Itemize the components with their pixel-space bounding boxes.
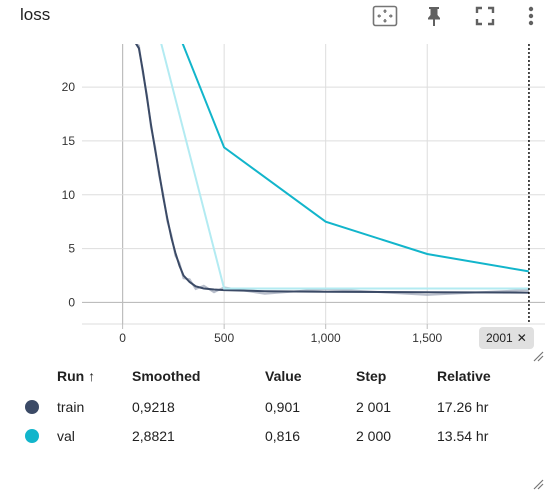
run-color-dot <box>25 429 39 443</box>
fit-domain-icon <box>372 5 398 27</box>
value: 0,901 <box>265 399 301 415</box>
run-color-dot <box>25 400 39 414</box>
series-train-line <box>135 44 530 294</box>
x-tick-label: 0 <box>119 331 126 345</box>
relative-time: 13.54 hr <box>437 428 489 444</box>
header-value[interactable]: Value <box>265 368 302 384</box>
y-tick-label: 5 <box>68 242 75 256</box>
series-layer <box>134 44 530 296</box>
hover-step-label: 2001 <box>486 331 513 345</box>
hover-step-badge[interactable]: 2001 ✕ <box>479 327 534 349</box>
table-row[interactable]: train 0,9218 0,901 2 001 17.26 hr <box>0 396 551 424</box>
chart-grid <box>82 44 545 325</box>
value: 0,816 <box>265 428 301 444</box>
step: 2 001 <box>356 399 392 415</box>
x-tick-label: 1,500 <box>412 331 442 345</box>
x-axis: 0 500 1,000 1,500 <box>119 324 443 345</box>
y-tick-label: 15 <box>62 134 76 148</box>
header-relative[interactable]: Relative <box>437 368 491 384</box>
close-icon[interactable]: ✕ <box>516 331 527 345</box>
x-tick-label: 1,000 <box>311 331 341 345</box>
card-header: loss <box>0 0 551 32</box>
series-val-line <box>181 44 529 273</box>
fullscreen-button[interactable] <box>471 2 499 30</box>
run-name: val <box>57 428 75 444</box>
relative-time: 17.26 hr <box>437 399 489 415</box>
header-smoothed[interactable]: Smoothed <box>132 368 201 384</box>
y-tick-label: 20 <box>62 80 76 94</box>
table-row[interactable]: val 2,8821 0,816 2 000 13.54 hr <box>0 425 551 453</box>
step: 2 000 <box>356 428 392 444</box>
card-resize-handle-icon[interactable] <box>532 478 544 490</box>
run-name: train <box>57 399 85 415</box>
y-tick-label: 10 <box>62 188 76 202</box>
smoothed-value: 2,8821 <box>132 428 175 444</box>
header-run[interactable]: Run ↑ <box>57 368 96 384</box>
loss-chart[interactable]: 0 500 1,000 1,500 0 5 10 15 20 <box>0 32 551 352</box>
smoothed-value: 0,9218 <box>132 399 175 415</box>
more-options-button[interactable] <box>517 2 545 30</box>
chart-resize-handle-icon[interactable] <box>532 350 544 362</box>
y-axis: 0 5 10 15 20 <box>62 80 76 309</box>
series-val-smoothed-line <box>160 44 529 290</box>
pin-button[interactable] <box>420 2 448 30</box>
more-vert-icon <box>528 6 534 26</box>
fullscreen-icon <box>475 6 495 26</box>
y-tick-label: 0 <box>68 295 75 309</box>
chart-title: loss <box>20 5 51 24</box>
pin-icon <box>428 7 440 26</box>
header-step[interactable]: Step <box>356 368 387 384</box>
fit-domain-button[interactable] <box>371 2 399 30</box>
x-tick-label: 500 <box>214 331 234 345</box>
